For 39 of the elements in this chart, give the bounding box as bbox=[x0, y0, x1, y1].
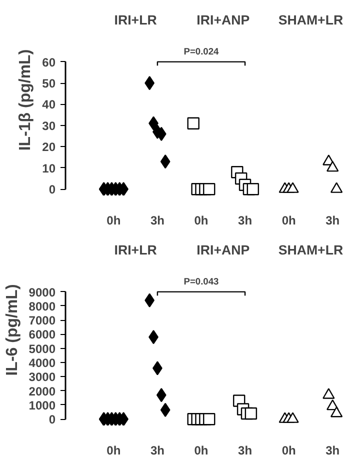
y-tick-label: 30 bbox=[42, 118, 56, 133]
y-tick-label: 60 bbox=[42, 55, 56, 70]
x-tick-label: 3h bbox=[150, 214, 164, 228]
y-tick-label: 0 bbox=[48, 182, 56, 197]
y-tick-label: 3000 bbox=[28, 370, 56, 384]
y-tick-label: 9000 bbox=[28, 285, 56, 300]
y-axis-title: IL-6 (pg/mL) bbox=[4, 284, 21, 376]
y-tick-label: 4000 bbox=[28, 356, 56, 370]
text: SHAM+LR bbox=[278, 12, 344, 28]
y-tick-label: 20 bbox=[42, 140, 56, 154]
text: SHAM+LR bbox=[278, 242, 344, 258]
y-tick-label: 5000 bbox=[28, 342, 56, 356]
y-tick-label: 10 bbox=[42, 161, 56, 176]
y-tick-label: 6000 bbox=[28, 328, 56, 342]
y-tick-label: 8000 bbox=[28, 299, 56, 314]
text: P=0.024 bbox=[184, 46, 220, 57]
y-tick-label: 7000 bbox=[28, 314, 56, 328]
x-tick-label: 0h bbox=[106, 214, 121, 228]
x-tick-label: 0h bbox=[282, 444, 296, 458]
x-tick-label: 0h bbox=[106, 444, 121, 458]
y-tick-label: 0 bbox=[48, 412, 56, 427]
y-tick-label: 40 bbox=[42, 98, 56, 112]
text: IRI+LR bbox=[114, 242, 158, 258]
x-tick-label: 3h bbox=[238, 214, 252, 228]
x-tick-label: 0h bbox=[194, 214, 208, 228]
x-tick-label: 3h bbox=[326, 444, 340, 458]
y-tick-label: 2000 bbox=[28, 384, 56, 398]
x-tick-label: 3h bbox=[150, 444, 164, 458]
text: IRI+ANP bbox=[196, 242, 250, 258]
text: P=0.043 bbox=[184, 276, 219, 287]
y-axis-title: IL-1β (pg/mL) bbox=[17, 49, 34, 151]
y-tick-label: 1000 bbox=[28, 398, 56, 412]
x-tick-label: 3h bbox=[238, 444, 252, 458]
x-tick-label: 0h bbox=[194, 444, 208, 458]
x-tick-label: 0h bbox=[282, 214, 296, 228]
text: IRI+ANP bbox=[196, 12, 250, 28]
x-tick-label: 3h bbox=[326, 214, 340, 228]
y-tick-label: 50 bbox=[42, 76, 56, 91]
text: IRI+LR bbox=[114, 12, 158, 28]
